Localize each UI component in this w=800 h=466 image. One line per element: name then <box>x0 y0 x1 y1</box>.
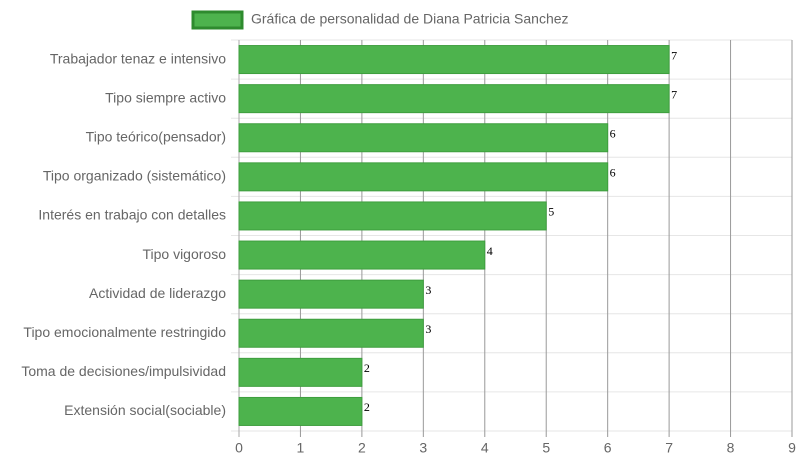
data-label: 3 <box>425 283 431 297</box>
x-tick-label: 5 <box>542 440 550 456</box>
legend-swatch <box>191 10 244 30</box>
x-tick-label: 1 <box>297 440 305 456</box>
y-tick-label: Tipo siempre activo <box>105 89 226 105</box>
y-tick-label: Interés en trabajo con detalles <box>38 207 226 223</box>
data-label: 7 <box>671 87 677 101</box>
bar <box>238 45 670 75</box>
x-tick-label: 7 <box>665 440 673 456</box>
y-tick-label: Actividad de liderazgo <box>89 285 226 301</box>
data-label: 7 <box>671 48 677 62</box>
x-tick-label: 4 <box>481 440 489 456</box>
y-tick-label: Tipo organizado (sistemático) <box>43 168 226 184</box>
bar <box>238 318 424 348</box>
data-label: 6 <box>610 166 616 180</box>
y-tick-label: Toma de decisiones/impulsividad <box>21 363 226 379</box>
x-tick-label: 2 <box>358 440 366 456</box>
y-tick-label: Trabajador tenaz e intensivo <box>50 50 226 66</box>
y-tick-label: Tipo vigoroso <box>142 246 226 262</box>
legend-label: Gráfica de personalidad de Diana Patrici… <box>251 11 569 27</box>
bar <box>238 84 670 114</box>
y-tick-label: Tipo emocionalmente restringido <box>23 324 226 340</box>
data-label: 5 <box>548 205 554 219</box>
x-tick-label: 8 <box>727 440 735 456</box>
y-tick-label: Tipo teórico(pensador) <box>86 128 226 144</box>
x-tick-label: 0 <box>235 440 243 456</box>
bar <box>238 201 547 231</box>
bar <box>238 162 609 192</box>
bar <box>238 123 609 153</box>
data-label: 2 <box>364 361 370 375</box>
bar <box>238 357 363 387</box>
y-tick-label: Extensión social(sociable) <box>64 402 226 418</box>
data-label: 6 <box>610 127 616 141</box>
x-tick-label: 6 <box>604 440 612 456</box>
x-tick-label: 9 <box>788 440 796 456</box>
data-label: 2 <box>364 400 370 414</box>
data-label: 3 <box>425 322 431 336</box>
data-label: 4 <box>487 244 493 258</box>
x-tick-label: 3 <box>419 440 427 456</box>
bar <box>238 279 424 309</box>
bar <box>238 240 486 270</box>
bar <box>238 396 363 426</box>
